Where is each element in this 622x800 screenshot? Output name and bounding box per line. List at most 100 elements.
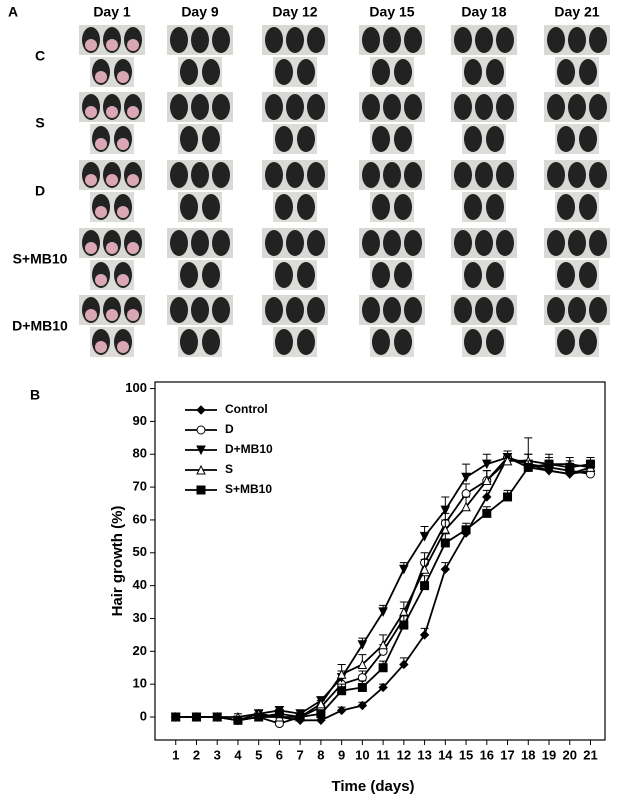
- marker: [399, 659, 409, 670]
- marker: [461, 472, 471, 483]
- mouse: [404, 230, 422, 256]
- mouse: [557, 262, 575, 288]
- mouse: [372, 194, 390, 220]
- mouse: [557, 59, 575, 85]
- mouse: [547, 94, 565, 120]
- mouse: [372, 329, 390, 355]
- mouse: [202, 59, 220, 85]
- mouse: [464, 194, 482, 220]
- series-line: [175, 456, 591, 722]
- mouse: [362, 162, 380, 188]
- mouse: [307, 94, 325, 120]
- mouse: [568, 230, 586, 256]
- marker: [316, 709, 326, 719]
- x-tick-label: 20: [563, 747, 577, 762]
- skin: [85, 39, 97, 51]
- mouse: [297, 59, 315, 85]
- mouse: [212, 27, 230, 53]
- skin: [95, 274, 107, 286]
- mouse: [383, 94, 401, 120]
- y-tick-label: 10: [133, 676, 147, 691]
- skin: [95, 341, 107, 353]
- mouse: [265, 94, 283, 120]
- mouse: [475, 94, 493, 120]
- x-tick-label: 21: [583, 747, 597, 762]
- mouse: [286, 27, 304, 53]
- marker: [336, 669, 347, 679]
- mouse: [202, 194, 220, 220]
- mouse: [486, 126, 504, 152]
- mouse: [404, 94, 422, 120]
- marker: [378, 639, 388, 650]
- row-label: S+MB10: [13, 251, 68, 267]
- mouse: [275, 262, 293, 288]
- row-label: D+MB10: [12, 318, 68, 334]
- panel-label: A: [8, 4, 18, 20]
- mouse: [297, 194, 315, 220]
- mouse: [464, 262, 482, 288]
- mouse: [464, 329, 482, 355]
- mouse: [454, 27, 472, 53]
- y-tick-label: 80: [133, 446, 147, 461]
- marker: [233, 715, 243, 725]
- mouse: [170, 162, 188, 188]
- mouse: [362, 94, 380, 120]
- mouse: [275, 126, 293, 152]
- mouse: [579, 262, 597, 288]
- mouse: [212, 297, 230, 323]
- x-tick-label: 6: [276, 747, 283, 762]
- y-tick-label: 20: [133, 643, 147, 658]
- row-label: S: [35, 115, 44, 131]
- marker: [502, 455, 513, 466]
- mouse: [475, 297, 493, 323]
- mouse: [170, 94, 188, 120]
- skin: [95, 71, 107, 83]
- mouse: [275, 194, 293, 220]
- mouse: [180, 59, 198, 85]
- skin: [85, 106, 97, 118]
- series-line: [175, 463, 591, 722]
- marker: [191, 712, 201, 722]
- mouse: [180, 194, 198, 220]
- skin: [85, 309, 97, 321]
- mouse: [486, 194, 504, 220]
- mouse: [568, 27, 586, 53]
- mouse: [589, 162, 607, 188]
- marker: [254, 712, 264, 722]
- x-tick-label: 18: [521, 747, 535, 762]
- mouse: [170, 27, 188, 53]
- mouse: [547, 162, 565, 188]
- skin: [106, 309, 118, 321]
- mouse: [404, 27, 422, 53]
- mouse: [486, 329, 504, 355]
- marker: [336, 705, 347, 716]
- mouse: [212, 162, 230, 188]
- mouse: [579, 59, 597, 85]
- x-tick-label: 10: [355, 747, 369, 762]
- mouse: [191, 162, 209, 188]
- mouse: [464, 126, 482, 152]
- skin: [127, 242, 139, 254]
- x-tick-label: 19: [542, 747, 556, 762]
- mouse: [475, 27, 493, 53]
- skin: [106, 242, 118, 254]
- mouse: [547, 27, 565, 53]
- mouse: [496, 230, 514, 256]
- plot-frame: [154, 381, 606, 741]
- x-tick-label: 9: [338, 747, 345, 762]
- marker: [357, 682, 367, 692]
- row-label: D: [35, 183, 45, 199]
- row-label: C: [35, 48, 45, 64]
- column-header: Day 21: [554, 4, 599, 20]
- marker: [316, 715, 326, 726]
- marker: [171, 712, 181, 722]
- marker: [378, 607, 388, 618]
- mouse: [286, 297, 304, 323]
- mouse: [496, 162, 514, 188]
- mouse: [579, 194, 597, 220]
- skin: [106, 174, 118, 186]
- mouse: [265, 230, 283, 256]
- mouse: [307, 230, 325, 256]
- mouse: [557, 126, 575, 152]
- mouse: [191, 27, 209, 53]
